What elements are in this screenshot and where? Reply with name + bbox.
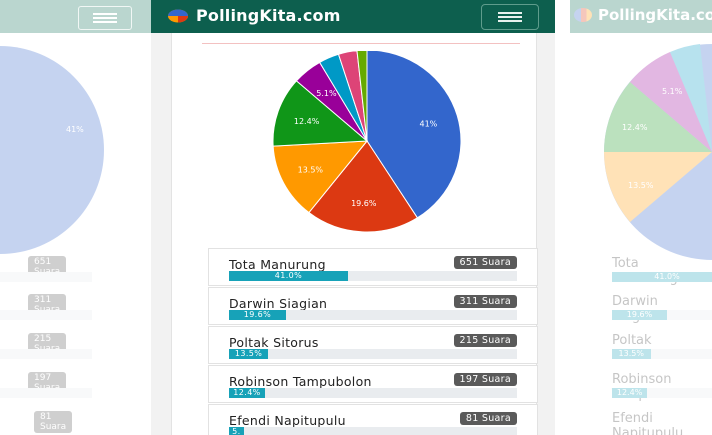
background-name: Poltak Sitorus [612,333,657,363]
background-fill: 12.4% [612,388,648,398]
progress-fill: 41.0% [229,271,348,281]
progress-track: 13.5% [229,349,517,359]
background-votes: 651 Suara [28,256,67,278]
background-fill: 41.0% [612,272,712,282]
candidate-row[interactable]: Efendi Napitupulu 81 Suara 5. [208,404,538,435]
hamburger-icon [498,20,522,22]
background-fill: 13.5% [612,349,651,359]
progress-fill: 19.6% [229,310,286,320]
pie-slice-label: 41% [419,120,437,129]
hamburger-icon [498,16,522,18]
candidate-row[interactable]: Robinson Tampubolon 197 Suara 12.4% [208,365,538,403]
pie-slice-label: 13.5% [298,166,324,175]
pie-slice[interactable] [272,140,369,214]
candidate-name: Poltak Sitorus [229,335,319,350]
candidate-name: Darwin Siagian [229,296,328,311]
vote-count-badge: 311 Suara [453,295,517,308]
progress-track: 12.4% [229,388,517,398]
background-pie-label: 5.1% [662,87,683,96]
pie-slice-label: 5.1% [316,89,337,98]
menu-toggle-button[interactable] [481,4,539,30]
background-pie-label: 13.5% [628,181,654,190]
progress-fill: 12.4% [229,388,265,398]
pie-slice[interactable] [272,80,369,147]
background-votes: 215 Suara [28,333,67,355]
brand-name: PollingKita.com [196,6,341,25]
pie-logo-icon [168,9,188,22]
brand-link[interactable]: PollingKita.com [167,6,341,25]
background-name: Darwin Siagian [612,294,660,324]
background-votes: 81 Suara [34,411,73,433]
background-name: Tota Manurung [612,256,678,286]
background-pie: 5.1% 12.4% 13.5% [604,44,712,260]
candidate-name: Tota Manurung [229,257,326,272]
background-menu-button [78,6,132,30]
divider [202,43,520,44]
background-name: Efendi Napitupulu [612,411,684,435]
progress-track: 19.6% [229,310,517,320]
phone-screen: PollingKita.com 41% 19.6% 13.5% 12.4% 5.1% T… [151,0,555,435]
vote-count-badge: 81 Suara [459,412,517,425]
background-pie-label: 12.4% [622,123,648,132]
background-votes: 197 Suara [28,372,67,394]
candidate-name: Efendi Napitupulu [229,413,346,428]
background-brand: PollingKita.com [574,6,712,24]
candidate-name: Robinson Tampubolon [229,374,372,389]
pie-slice[interactable] [337,51,368,142]
progress-track: 5. [229,427,517,435]
candidate-row[interactable]: Darwin Siagian 311 Suara 19.6% [208,287,538,325]
candidate-row[interactable]: Poltak Sitorus 215 Suara 13.5% [208,326,538,364]
top-navbar: PollingKita.com [151,0,555,33]
pie-slice[interactable] [308,140,419,233]
background-copy-right: PollingKita.com 5.1% 12.4% 13.5% Tota Ma… [570,0,712,435]
progress-fill: 13.5% [229,349,269,359]
pie-slice-label: 19.6% [351,199,377,208]
background-name: Robinson Tampubolon [612,372,691,402]
vote-count-badge: 197 Suara [453,373,517,386]
background-fill: 19.6% [612,310,667,320]
background-copy-left: 41% 651 Suara 311 Suara 215 Suara 197 Su… [0,0,156,435]
vote-count-badge: 651 Suara [453,256,517,269]
background-votes: 311 Suara [28,294,67,316]
pie-slice[interactable] [356,51,368,142]
background-pie: 41% [0,46,104,254]
poll-card: 41% 19.6% 13.5% 12.4% 5.1% Tota Manurung 651 … [171,33,538,435]
background-pie-label: 41% [66,125,84,134]
progress-fill: 5. [229,427,244,435]
pie-slice-label: 12.4% [294,117,320,126]
progress-track: 41.0% [229,271,517,281]
vote-count-badge: 215 Suara [453,334,517,347]
candidate-row[interactable]: Tota Manurung 651 Suara 41.0% [208,248,538,286]
poll-pie-chart: 41% 19.6% 13.5% 12.4% 5.1% [272,51,462,233]
hamburger-icon [498,12,522,14]
background-header [570,0,712,33]
pie-logo-icon [574,8,592,22]
background-brand-name: PollingKita.com [598,6,712,24]
